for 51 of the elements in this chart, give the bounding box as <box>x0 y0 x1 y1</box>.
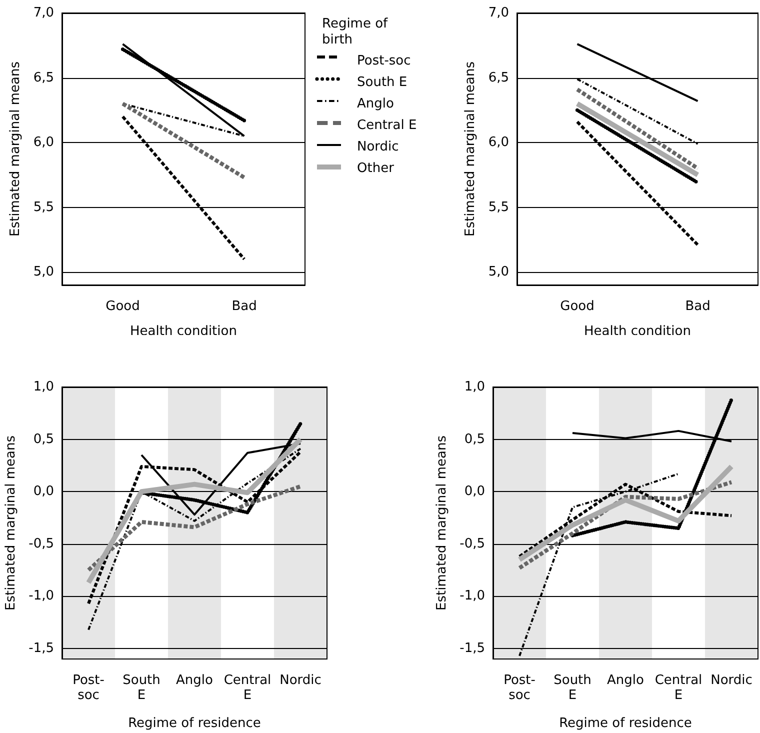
y-tick-label: -0,5 <box>28 536 54 552</box>
y-tick-label: 7,0 <box>488 6 509 20</box>
x-tick-label: Anglo <box>607 673 644 688</box>
y-tick-label: 5,5 <box>33 200 54 215</box>
x-tick-label: Nordic <box>710 673 752 688</box>
legend-label: Post-soc <box>357 54 411 68</box>
y-tick-label: 0,5 <box>33 432 54 447</box>
y-axis-title: Estimated marginal means <box>4 435 19 611</box>
y-tick-label: 1,0 <box>464 380 485 394</box>
y-tick-label: 0,0 <box>33 484 54 500</box>
y-tick-label: 5,5 <box>488 200 509 215</box>
y-tick-label: 5,0 <box>33 264 54 280</box>
x-tick-label: Post-soc <box>72 673 105 703</box>
legend-label: South E <box>357 75 408 90</box>
y-tick-label: 0,5 <box>464 432 485 447</box>
legend-label: Central E <box>357 118 417 133</box>
x-axis-title: Health condition <box>130 324 237 339</box>
y-axis-title: Estimated marginal means <box>463 61 478 237</box>
x-axis-title: Health condition <box>584 324 691 339</box>
legend-title: Regime of birth <box>322 16 392 48</box>
y-tick-label: -0,5 <box>460 536 485 552</box>
x-axis-title: Regime of residence <box>128 716 261 731</box>
y-axis-title: Estimated marginal means <box>434 435 450 611</box>
y-tick-label: 6,0 <box>488 135 509 150</box>
y-tick-label: 6,5 <box>33 70 54 86</box>
x-tick-label: Nordic <box>280 673 322 688</box>
y-axis-title: Estimated marginal means <box>8 61 23 237</box>
x-tick-label: South E <box>554 673 592 703</box>
y-tick-label: 6,0 <box>33 135 54 150</box>
x-tick-label: Central E <box>654 673 702 703</box>
y-tick-label: -1,0 <box>460 588 485 604</box>
y-tick-label: -1,0 <box>28 588 54 604</box>
x-tick-label: Post-soc <box>504 673 536 703</box>
x-tick-label: Good <box>560 299 594 314</box>
x-tick-label: Anglo <box>176 673 214 688</box>
legend-label: Nordic <box>357 140 399 154</box>
legend-label: Other <box>357 161 395 176</box>
y-tick-label: 0,0 <box>464 484 485 500</box>
y-tick-label: 1,0 <box>33 380 54 394</box>
y-tick-label: 5,0 <box>488 264 509 280</box>
y-tick-label: 6,5 <box>488 70 509 86</box>
y-tick-label: -1,5 <box>28 641 54 656</box>
x-tick-label: Bad <box>232 299 257 314</box>
x-tick-label: South E <box>122 673 160 703</box>
x-axis-title: Regime of residence <box>559 716 692 731</box>
x-tick-label: Good <box>106 299 140 314</box>
y-tick-label: -1,5 <box>460 641 485 656</box>
x-tick-label: Central E <box>224 673 272 703</box>
legend-label: Anglo <box>357 96 394 112</box>
x-tick-label: Bad <box>685 299 710 314</box>
y-tick-label: 7,0 <box>33 6 54 20</box>
